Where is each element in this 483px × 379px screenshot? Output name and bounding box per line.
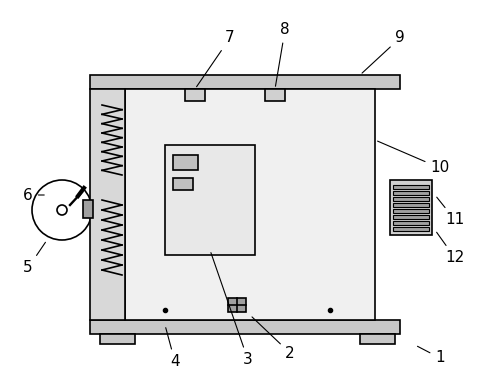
Bar	[185, 89, 205, 101]
Text: 11: 11	[437, 197, 465, 227]
Text: 7: 7	[197, 30, 235, 87]
Bar	[393, 227, 429, 231]
Text: 2: 2	[252, 317, 295, 360]
Bar	[393, 185, 429, 189]
Text: 1: 1	[417, 346, 445, 365]
Text: 12: 12	[437, 232, 465, 266]
Bar	[173, 155, 198, 170]
Bar	[90, 75, 400, 89]
Bar	[393, 203, 429, 207]
Text: 4: 4	[166, 328, 180, 370]
Text: 6: 6	[23, 188, 44, 202]
Bar	[360, 334, 395, 344]
Bar	[393, 209, 429, 213]
Text: 10: 10	[378, 141, 450, 175]
Bar	[393, 221, 429, 225]
Text: 5: 5	[23, 242, 45, 276]
Bar	[393, 197, 429, 201]
Bar	[165, 145, 255, 255]
Bar	[125, 89, 375, 320]
Bar	[265, 89, 285, 101]
Bar	[100, 334, 135, 344]
Text: 3: 3	[211, 253, 253, 368]
Bar	[393, 215, 429, 219]
Bar	[228, 298, 246, 312]
Bar	[90, 320, 400, 334]
Bar	[393, 191, 429, 195]
Bar	[390, 180, 432, 235]
Text: 8: 8	[275, 22, 290, 86]
Bar	[83, 200, 93, 218]
Bar	[173, 178, 193, 190]
Text: 9: 9	[362, 30, 405, 73]
Bar	[90, 89, 125, 320]
